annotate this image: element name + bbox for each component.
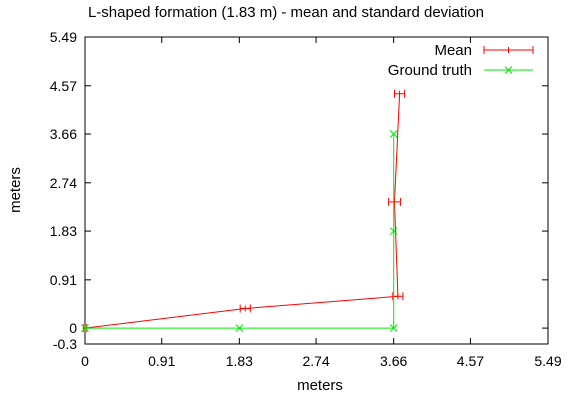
ground-truth-point bbox=[81, 324, 89, 332]
legend-entry-mean: Mean bbox=[434, 42, 534, 59]
ground-truth-point bbox=[389, 227, 398, 235]
y-tick-label: -0.3 bbox=[53, 336, 77, 352]
y-tick-label: 5.49 bbox=[50, 29, 77, 45]
mean-point bbox=[388, 197, 401, 206]
x-marker-stroke bbox=[389, 324, 398, 332]
x-marker-stroke bbox=[235, 324, 244, 332]
y-axis: -0.30 0.91 1.83 2.74 3.66 4.57 5.49 bbox=[50, 29, 548, 352]
x-tick-label: 0 bbox=[81, 353, 89, 369]
x-tick-label: 5.49 bbox=[534, 353, 561, 369]
x-marker-stroke bbox=[389, 227, 398, 235]
chart-title: L-shaped formation (1.83 m) - mean and s… bbox=[88, 4, 484, 21]
x-axis: 0 0.91 1.83 2.74 3.66 4.57 5.49 bbox=[81, 37, 562, 369]
x-tick-label: 3.66 bbox=[380, 353, 407, 369]
legend: Mean Ground truth bbox=[388, 42, 534, 79]
x-marker-stroke bbox=[389, 130, 398, 138]
y-tick-label: 2.74 bbox=[50, 175, 77, 191]
legend-swatch-marker bbox=[504, 66, 513, 74]
y-tick-label: 1.83 bbox=[50, 223, 77, 239]
y-tick-label: 3.66 bbox=[50, 126, 77, 142]
legend-label: Mean bbox=[434, 42, 472, 59]
y-tick-label: 0.91 bbox=[50, 272, 77, 288]
ground-truth-point bbox=[389, 130, 398, 138]
ground-truth-point bbox=[389, 324, 398, 332]
x-axis-title: meters bbox=[297, 377, 343, 394]
ground-truth-point bbox=[235, 324, 244, 332]
x-marker-stroke bbox=[81, 324, 89, 332]
legend-label: Ground truth bbox=[388, 62, 472, 79]
mean-line bbox=[84, 93, 401, 329]
x-tick-label: 1.83 bbox=[226, 353, 253, 369]
x-tick-label: 2.74 bbox=[302, 353, 329, 369]
mean-point bbox=[394, 89, 406, 98]
mean-point bbox=[392, 292, 404, 301]
x-tick-label: 4.57 bbox=[457, 353, 484, 369]
x-tick-label: 0.91 bbox=[148, 353, 175, 369]
y-tick-label: 4.57 bbox=[50, 78, 77, 94]
series-layer bbox=[81, 89, 406, 333]
plot-frame bbox=[84, 36, 549, 345]
legend-entry-ground-truth: Ground truth bbox=[388, 62, 533, 79]
ground-truth-line bbox=[85, 134, 395, 329]
y-axis-title: meters bbox=[7, 167, 24, 213]
mean-point bbox=[239, 304, 251, 313]
y-tick-label: 0 bbox=[69, 320, 77, 336]
